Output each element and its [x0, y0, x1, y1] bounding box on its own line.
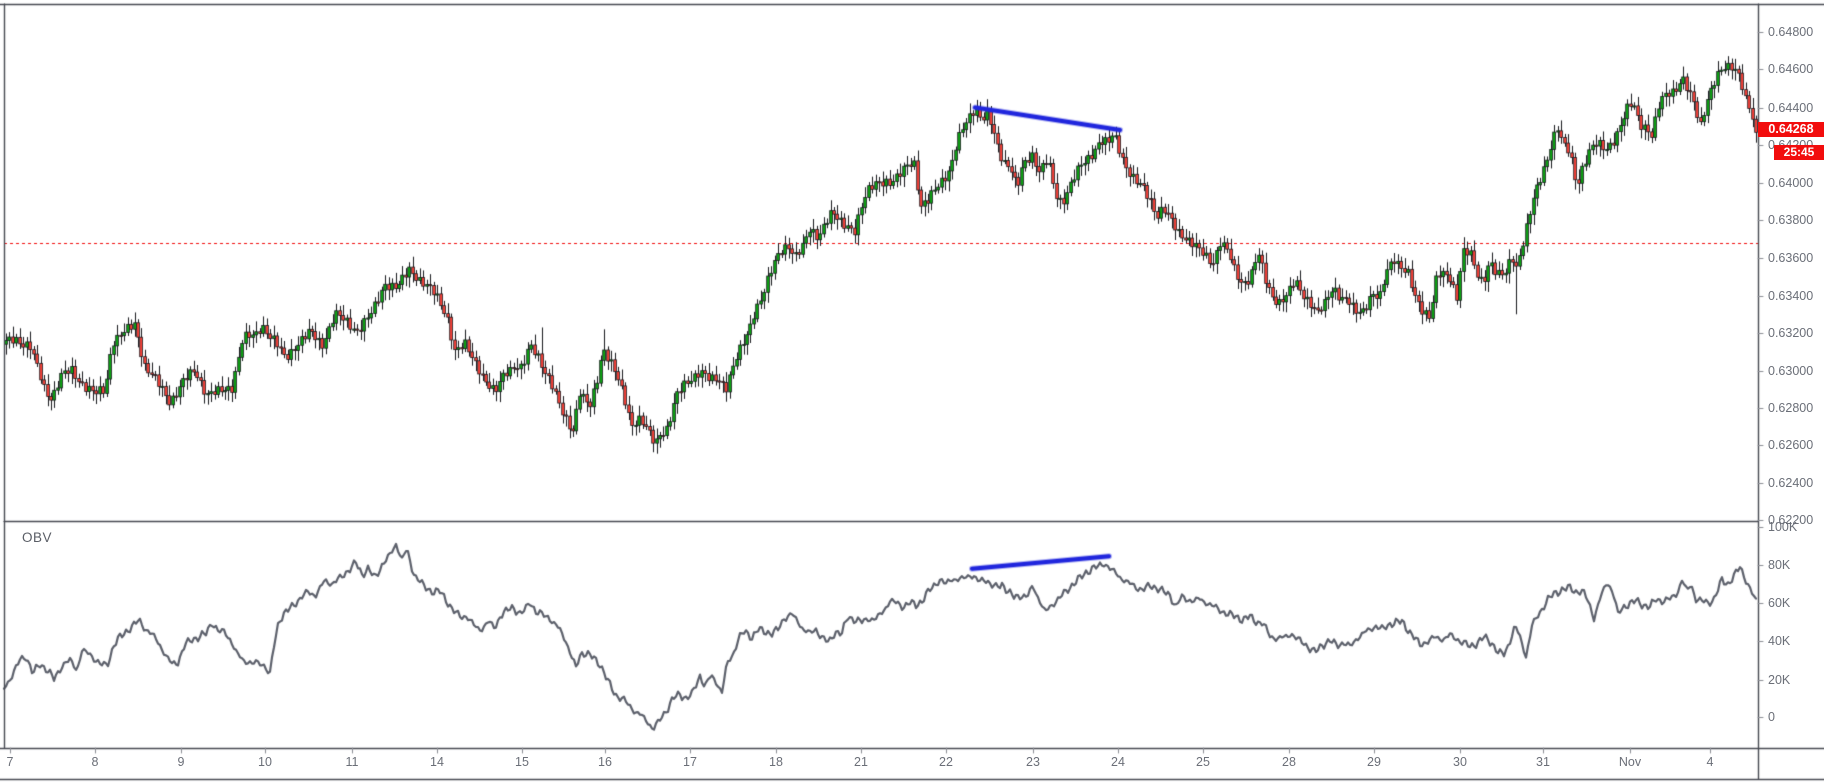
time-tick-label: 17 — [683, 755, 697, 769]
time-tick-label: 9 — [177, 755, 185, 769]
time-tick-label: 8 — [91, 755, 99, 769]
time-tick-label: 21 — [854, 755, 868, 769]
price-tick-label: 0.62400 — [1768, 476, 1814, 490]
price-tick-label: 0.64000 — [1768, 176, 1814, 190]
price-tick-label: 0.62600 — [1768, 438, 1814, 452]
time-tick-label: Nov — [1618, 755, 1642, 769]
obv-tick-label: 60K — [1768, 596, 1791, 610]
time-tick-label: 15 — [515, 755, 529, 769]
time-tick-label: 28 — [1282, 755, 1296, 769]
time-tick-label: 23 — [1026, 755, 1040, 769]
obv-tick-label: 20K — [1768, 673, 1791, 687]
price-tick-label: 0.62800 — [1768, 401, 1814, 415]
price-tick-label: 0.64600 — [1768, 62, 1814, 76]
obv-tick-label: 40K — [1768, 634, 1791, 648]
time-tick-label: 4 — [1706, 755, 1714, 769]
time-tick-label: 14 — [430, 755, 444, 769]
time-tick-label: 16 — [598, 755, 612, 769]
time-tick-label: 29 — [1367, 755, 1381, 769]
time-tick-label: 24 — [1111, 755, 1125, 769]
price-tick-label: 0.63800 — [1768, 213, 1814, 227]
obv-tick-label: 80K — [1768, 558, 1791, 572]
price-tick-label: 0.63200 — [1768, 326, 1814, 340]
price-tick-label: 0.64800 — [1768, 25, 1814, 39]
time-tick-label: 25 — [1196, 755, 1210, 769]
price-tick-label: 0.63000 — [1768, 364, 1814, 378]
price-tick-label: 0.63600 — [1768, 251, 1814, 265]
price-tick-label: 0.62200 — [1768, 513, 1814, 527]
time-tick-label: 31 — [1536, 755, 1550, 769]
price-tick-label: 0.64400 — [1768, 101, 1814, 115]
time-tick-label: 22 — [939, 755, 953, 769]
obv-tick-label: 0 — [1768, 710, 1775, 724]
last-price-badge: 0.64268 — [1758, 122, 1824, 137]
time-tick-label: 18 — [769, 755, 783, 769]
time-tick-label: 7 — [6, 755, 14, 769]
candle-countdown-badge: 25:45 — [1774, 145, 1824, 160]
obv-tick-label: 100K — [1768, 520, 1798, 534]
time-tick-label: 30 — [1453, 755, 1467, 769]
time-tick-label: 10 — [258, 755, 272, 769]
price-tick-label: 0.63400 — [1768, 289, 1814, 303]
obv-indicator-label: OBV — [22, 530, 53, 545]
time-tick-label: 11 — [345, 755, 359, 769]
